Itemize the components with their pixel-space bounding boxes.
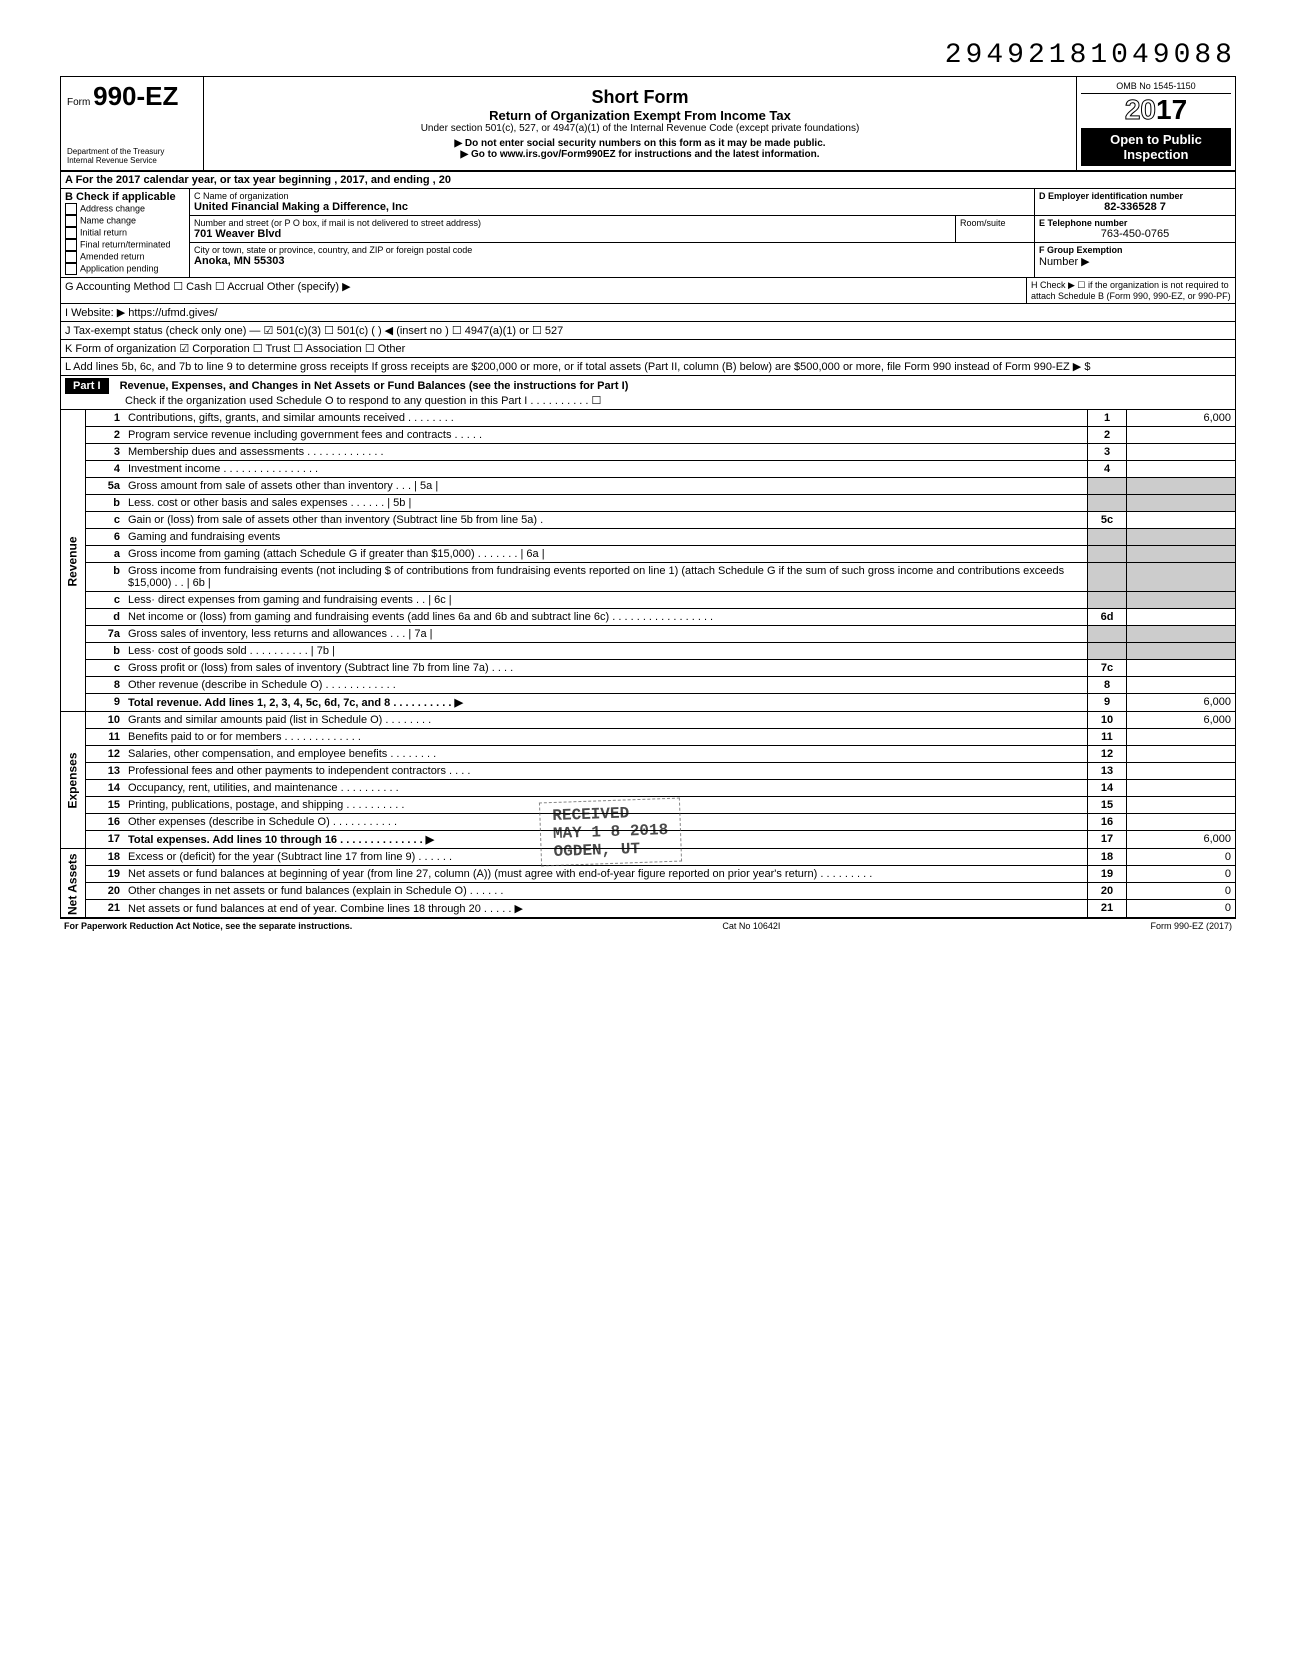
line-row: cLess· direct expenses from gaming and f…: [61, 592, 1236, 609]
ein: 82-336528 7: [1039, 201, 1231, 213]
checkbox-option[interactable]: Name change: [65, 215, 185, 227]
line-row: bGross income from fundraising events (n…: [61, 563, 1236, 592]
year-suffix: 17: [1156, 94, 1187, 125]
checkbox-option[interactable]: Final return/terminated: [65, 239, 185, 251]
line-row: Expenses10Grants and similar amounts pai…: [61, 712, 1236, 729]
form-header: Form 990-EZ Department of the Treasury I…: [60, 76, 1236, 172]
revenue-table: Revenue1Contributions, gifts, grants, an…: [60, 410, 1236, 712]
line-row: Revenue1Contributions, gifts, grants, an…: [61, 410, 1236, 427]
group-exemption: Number ▶: [1039, 255, 1231, 268]
title-short: Short Form: [210, 87, 1070, 108]
checkbox-option[interactable]: Amended return: [65, 251, 185, 263]
line-row: 20Other changes in net assets or fund ba…: [61, 883, 1236, 900]
line-k: K Form of organization ☑ Corporation ☐ T…: [61, 340, 1235, 357]
omb-no: OMB No 1545-1150: [1081, 81, 1231, 94]
line-row: cGross profit or (loss) from sales of in…: [61, 660, 1236, 677]
section-label: Revenue: [61, 410, 86, 712]
box-f-label: F Group Exemption: [1039, 245, 1231, 255]
year-prefix: 20: [1125, 94, 1156, 125]
phone: 763-450-0765: [1039, 228, 1231, 240]
org-name: United Financial Making a Difference, In…: [194, 201, 1030, 213]
title-warn: ▶ Do not enter social security numbers o…: [210, 138, 1070, 149]
line-a: A For the 2017 calendar year, or tax yea…: [61, 172, 1235, 188]
box-e-label: E Telephone number: [1039, 218, 1231, 228]
line-i: I Website: ▶ https://ufmd.gives/: [61, 304, 1235, 321]
line-j: J Tax-exempt status (check only one) — ☑…: [61, 322, 1235, 339]
line-row: 14Occupancy, rent, utilities, and mainte…: [61, 780, 1236, 797]
line-row: 6Gaming and fundraising events: [61, 529, 1236, 546]
form-label: Form: [67, 97, 90, 108]
line-row: bLess. cost or other basis and sales exp…: [61, 495, 1236, 512]
line-l: L Add lines 5b, 6c, and 7b to line 9 to …: [61, 358, 1235, 375]
title-link: ▶ Go to www.irs.gov/Form990EZ for instru…: [210, 149, 1070, 160]
section-label: Net Assets: [61, 849, 86, 918]
checkbox-option[interactable]: Initial return: [65, 227, 185, 239]
line-row: 4Investment income . . . . . . . . . . .…: [61, 461, 1236, 478]
part1-label: Part I: [65, 378, 109, 394]
line-row: 8Other revenue (describe in Schedule O) …: [61, 677, 1236, 694]
city-label: City or town, state or province, country…: [194, 245, 1030, 255]
footer-mid: Cat No 10642I: [722, 921, 780, 931]
title-under: Under section 501(c), 527, or 4947(a)(1)…: [210, 123, 1070, 134]
dept-irs: Internal Revenue Service: [67, 157, 197, 166]
part1-check: Check if the organization used Schedule …: [125, 394, 1231, 407]
line-row: bLess· cost of goods sold . . . . . . . …: [61, 643, 1236, 660]
line-row: cGain or (loss) from sale of assets othe…: [61, 512, 1236, 529]
line-row: dNet income or (loss) from gaming and fu…: [61, 609, 1236, 626]
footer-right: Form 990-EZ (2017): [1150, 921, 1232, 931]
line-row: 2Program service revenue including gover…: [61, 427, 1236, 444]
line-row: 11Benefits paid to or for members . . . …: [61, 729, 1236, 746]
dln: 29492181049088: [60, 40, 1236, 71]
line-row: 3Membership dues and assessments . . . .…: [61, 444, 1236, 461]
line-h: H Check ▶ ☐ if the organization is not r…: [1027, 278, 1235, 303]
street: 701 Weaver Blvd: [194, 228, 951, 240]
open-public-1: Open to Public: [1085, 132, 1227, 147]
city: Anoka, MN 55303: [194, 255, 1030, 267]
checkbox-option[interactable]: Address change: [65, 203, 185, 215]
line-row: 5aGross amount from sale of assets other…: [61, 478, 1236, 495]
checkbox-option[interactable]: Application pending: [65, 263, 185, 275]
box-d-label: D Employer identification number: [1039, 191, 1231, 201]
street-label: Number and street (or P O box, if mail i…: [194, 218, 951, 228]
line-row: 21Net assets or fund balances at end of …: [61, 900, 1236, 919]
box-b-label: B Check if applicable: [65, 191, 185, 203]
line-row: 7aGross sales of inventory, less returns…: [61, 626, 1236, 643]
section-label: Expenses: [61, 712, 86, 849]
line-g: G Accounting Method ☐ Cash ☐ Accrual Oth…: [61, 278, 1027, 303]
line-row: 13Professional fees and other payments t…: [61, 763, 1236, 780]
form-number: 990-EZ: [93, 81, 178, 111]
part1-title: Revenue, Expenses, and Changes in Net As…: [120, 380, 629, 392]
line-row: 19Net assets or fund balances at beginni…: [61, 866, 1236, 883]
box-c-label: C Name of organization: [194, 191, 1030, 201]
stamp-received: RECEIVED MAY 1 8 2018 OGDEN, UT: [539, 798, 682, 867]
line-row: 12Salaries, other compensation, and empl…: [61, 746, 1236, 763]
room-label: Room/suite: [956, 216, 1034, 242]
open-public-2: Inspection: [1085, 147, 1227, 162]
line-row: aGross income from gaming (attach Schedu…: [61, 546, 1236, 563]
title-main: Return of Organization Exempt From Incom…: [210, 108, 1070, 123]
line-row: 9Total revenue. Add lines 1, 2, 3, 4, 5c…: [61, 694, 1236, 712]
footer-left: For Paperwork Reduction Act Notice, see …: [64, 921, 352, 931]
